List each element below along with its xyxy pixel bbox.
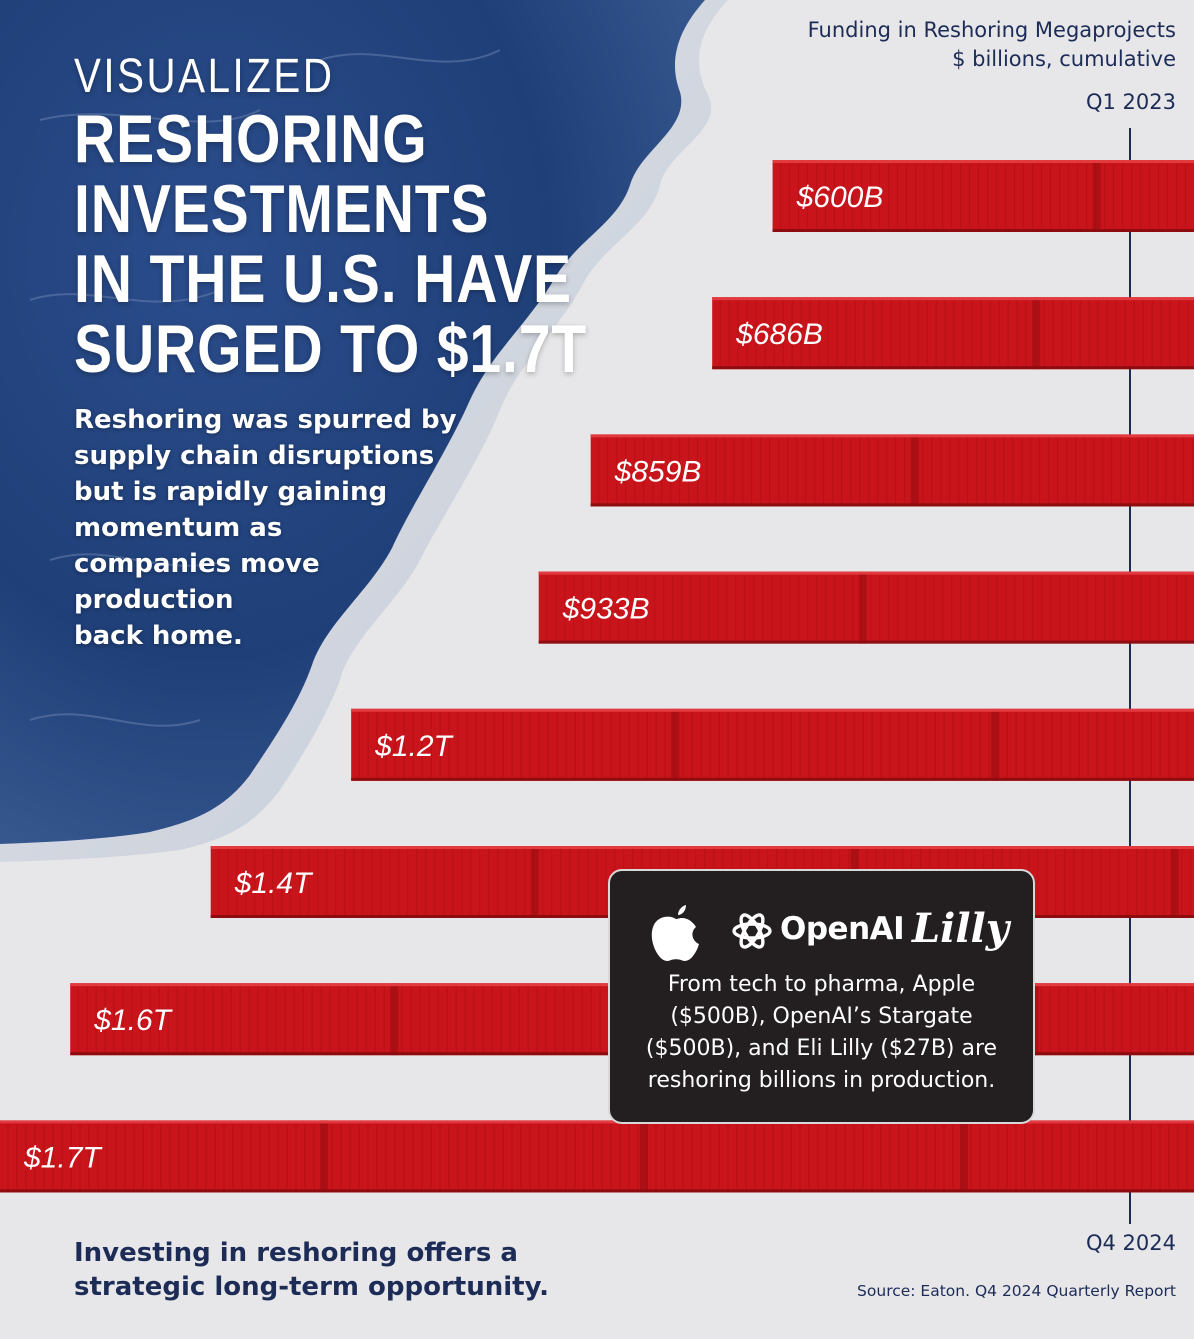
bar-label-6: $1.4T <box>234 867 314 900</box>
source-note: Source: Eaton. Q4 2024 Quarterly Report <box>857 1282 1176 1300</box>
subtitle-line-5: companies move <box>74 549 320 579</box>
bar-1-texture <box>772 160 1194 232</box>
subtitle-line-6: production <box>74 585 234 615</box>
bar-label-1: $600B <box>796 181 884 214</box>
end-period-label: Q4 2024 <box>1085 1231 1176 1255</box>
bar-label-5: $1.2T <box>374 730 454 763</box>
callout-text: From tech to pharma, Apple ($500B), Open… <box>610 969 1033 1097</box>
subtitle: Reshoring was spurred by supply chain di… <box>74 402 474 654</box>
bar-label-3: $859B <box>614 455 702 488</box>
bar-1 <box>772 160 1194 232</box>
subtitle-line-3: but is rapidly gaining <box>74 477 388 507</box>
headline-title-line-1: RESHORING <box>74 101 428 177</box>
bar-label-4: $933B <box>562 593 650 626</box>
headline: VISUALIZED RESHORING INVESTMENTS IN THE … <box>74 50 587 384</box>
callout-line-4: reshoring billions in production. <box>647 1068 996 1093</box>
subtitle-line-7: back home. <box>74 621 243 651</box>
footer-line-2: strategic long-term opportunity. <box>74 1272 550 1302</box>
footer-line-1: Investing in reshoring offers a <box>74 1238 518 1268</box>
bar-label-7: $1.6T <box>93 1004 173 1037</box>
chart-subtitle: $ billions, cumulative <box>952 47 1176 71</box>
apple-icon <box>651 905 699 961</box>
bar-3-texture <box>590 434 1194 507</box>
chart-title: Funding in Reshoring Megaprojects <box>807 18 1176 42</box>
callout-box: OpenAI Lilly From tech to pharma, Apple … <box>608 869 1035 1124</box>
footer-text: Investing in reshoring offers a strategi… <box>74 1236 549 1304</box>
subtitle-line-4: momentum as <box>74 513 283 543</box>
bar-label-8: $1.7T <box>23 1141 103 1174</box>
headline-title-line-4: SURGED TO $1.7T <box>74 311 588 387</box>
headline-title-line-3: IN THE U.S. HAVE <box>74 241 572 317</box>
subtitle-line-2: supply chain disruptions <box>74 441 435 471</box>
bar-8 <box>0 1120 1194 1193</box>
chart-title-block: Funding in Reshoring Megaprojects $ bill… <box>808 16 1176 74</box>
start-period-label: Q1 2023 <box>1085 90 1176 114</box>
bar-2-texture <box>712 297 1194 370</box>
callout-line-2: ($500B), OpenAI’s Stargate <box>670 1004 973 1029</box>
openai-icon <box>732 913 772 949</box>
lilly-logo-text: Lilly <box>912 905 1009 952</box>
bar-5 <box>351 708 1194 781</box>
headline-kicker: VISUALIZED <box>74 50 335 103</box>
callout-line-1: From tech to pharma, Apple <box>667 972 976 997</box>
bar-label-2: $686B <box>735 318 823 351</box>
headline-title-line-2: INVESTMENTS <box>74 171 490 247</box>
bar-5-texture <box>351 708 1194 781</box>
callout-logos: OpenAI Lilly <box>610 901 1033 961</box>
bar-8-texture <box>0 1120 1194 1193</box>
callout-line-3: ($500B), and Eli Lilly ($27B) are <box>645 1036 998 1061</box>
subtitle-line-1: Reshoring was spurred by <box>74 405 457 435</box>
bar-4-texture <box>538 571 1194 644</box>
openai-logo-text: OpenAI <box>780 911 905 947</box>
